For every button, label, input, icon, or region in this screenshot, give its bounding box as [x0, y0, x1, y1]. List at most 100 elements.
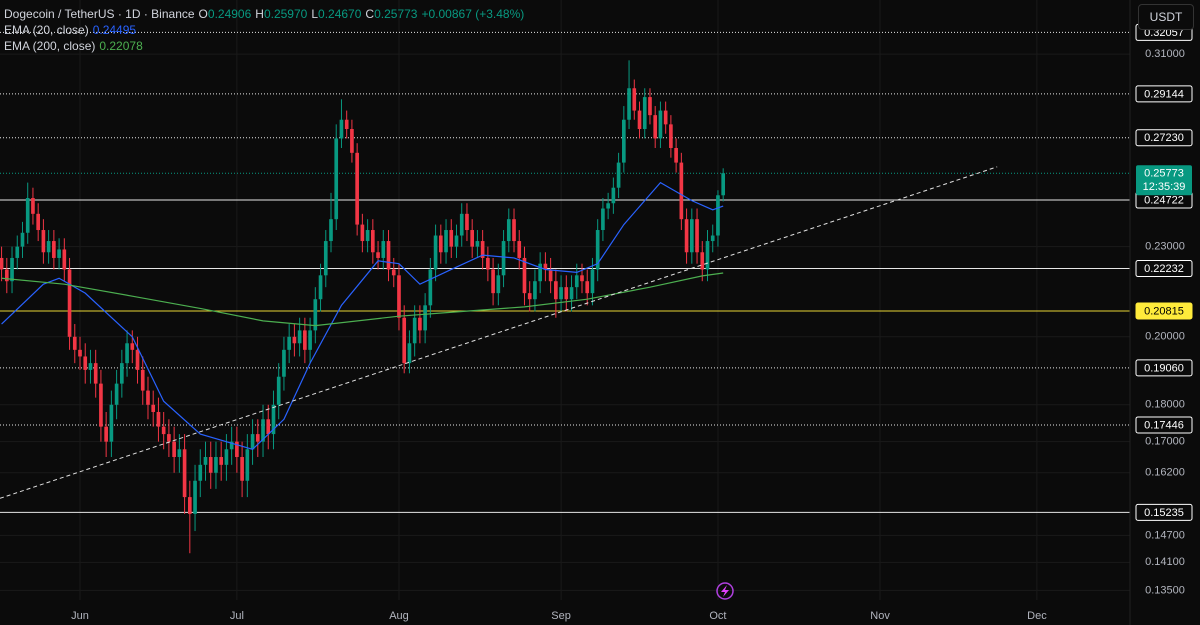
- candle-body: [20, 232, 25, 247]
- legend-title: Dogecoin / TetherUS · 1D · Binance: [4, 7, 195, 21]
- candle-body: [193, 480, 197, 514]
- candle-body: [381, 241, 386, 258]
- candle-body: [569, 287, 574, 300]
- candle-body: [10, 257, 14, 282]
- candle-body: [219, 457, 224, 465]
- countdown-label: 12:35:39: [1143, 181, 1186, 193]
- candle-body: [454, 235, 459, 247]
- candle-body: [710, 235, 715, 242]
- candle-body: [365, 230, 370, 242]
- candle-body: [527, 293, 532, 300]
- candle-body: [240, 457, 244, 481]
- candle-body: [580, 275, 584, 282]
- y-tick-label: 0.18000: [1145, 399, 1185, 411]
- candle-body: [78, 349, 82, 357]
- candle-body: [491, 269, 495, 294]
- candle-body: [480, 241, 485, 258]
- y-tick-label: 0.16200: [1145, 467, 1185, 479]
- candle-body: [376, 252, 380, 258]
- candle-body: [25, 198, 30, 233]
- candle-body: [72, 336, 77, 350]
- y-tick-label: 0.17000: [1145, 436, 1185, 448]
- candle-body: [522, 257, 527, 294]
- candle-body: [695, 219, 699, 253]
- candle-body: [114, 383, 119, 405]
- candle-body: [438, 235, 443, 253]
- level-label-box: [1135, 416, 1193, 434]
- candle-body: [31, 198, 35, 214]
- level-label: 0.29144: [1144, 88, 1184, 100]
- candle-body: [554, 281, 558, 300]
- candle-body: [135, 349, 140, 370]
- candle-body: [36, 213, 41, 231]
- candle-body: [674, 147, 678, 163]
- candle-body: [585, 281, 590, 294]
- change-label: +0.00867 (+3.48%): [421, 7, 525, 21]
- candle-body: [318, 275, 323, 300]
- candle-body: [716, 195, 720, 236]
- candle-body: [250, 434, 255, 450]
- level-label-box: [1135, 85, 1193, 103]
- x-tick-label: Sep: [551, 610, 571, 622]
- currency-button[interactable]: USDT: [1138, 4, 1194, 30]
- candle-body: [224, 449, 229, 465]
- candle-body: [339, 119, 344, 139]
- candle-body: [198, 464, 203, 481]
- candle-body: [177, 449, 182, 458]
- level-label: 0.17446: [1144, 419, 1184, 431]
- ohlc-prefix: H: [255, 7, 264, 21]
- candle-body: [621, 119, 626, 163]
- candle-body: [689, 219, 694, 253]
- candle-body: [261, 419, 265, 442]
- ohlc-prefix: C: [365, 7, 375, 21]
- candle-body: [323, 241, 328, 276]
- y-tick-label: 0.14100: [1145, 556, 1185, 568]
- candle-body: [590, 269, 595, 294]
- price-label: 0.25773: [1144, 168, 1184, 180]
- candle-body: [684, 219, 689, 253]
- candle-body: [140, 369, 145, 391]
- level-label: 0.22232: [1144, 263, 1184, 275]
- legend-value: 0.22078: [99, 39, 143, 53]
- candle-body: [428, 269, 433, 306]
- candle-body: [501, 241, 506, 276]
- candle-body: [496, 275, 501, 294]
- candle-body: [679, 162, 684, 220]
- candle-body: [475, 241, 480, 247]
- candle-body: [506, 219, 511, 242]
- ohlc-value: 0.24670: [318, 7, 362, 21]
- candle-body: [616, 162, 621, 188]
- candle-body: [391, 269, 396, 276]
- candle-body: [412, 317, 417, 344]
- y-tick-label: 0.20000: [1145, 331, 1185, 343]
- level-label-box: [1135, 260, 1193, 278]
- candle-body: [334, 138, 339, 220]
- candle-body: [611, 187, 616, 204]
- candle-body: [287, 336, 291, 350]
- candle-body: [423, 305, 427, 331]
- legend-row: Dogecoin / TetherUS · 1D · Binance O0.249…: [4, 6, 528, 22]
- candle-body: [407, 343, 412, 364]
- candle-body: [104, 426, 108, 442]
- candle-body: [167, 434, 171, 442]
- candle-body: [187, 497, 192, 514]
- candle-body: [83, 356, 88, 370]
- candle-body: [663, 110, 668, 125]
- candle-body: [99, 383, 103, 427]
- candle-body: [151, 404, 156, 412]
- candle-body: [669, 124, 673, 148]
- candle-body: [245, 449, 250, 481]
- candle-body: [386, 241, 391, 270]
- y-tick-label: 0.23000: [1145, 241, 1185, 253]
- candle-body: [548, 269, 553, 282]
- candle-body: [0, 257, 4, 270]
- candle-body: [109, 404, 114, 442]
- candle-body: [62, 249, 67, 270]
- candle-body: [57, 249, 61, 258]
- level-label: 0.19060: [1144, 362, 1184, 374]
- candle-body: [418, 317, 422, 331]
- candle-body: [93, 363, 98, 384]
- legend-entry: EMA (200, close): [4, 39, 96, 53]
- level-label-box: [1135, 129, 1193, 147]
- ohlc-value: 0.25773: [374, 7, 418, 21]
